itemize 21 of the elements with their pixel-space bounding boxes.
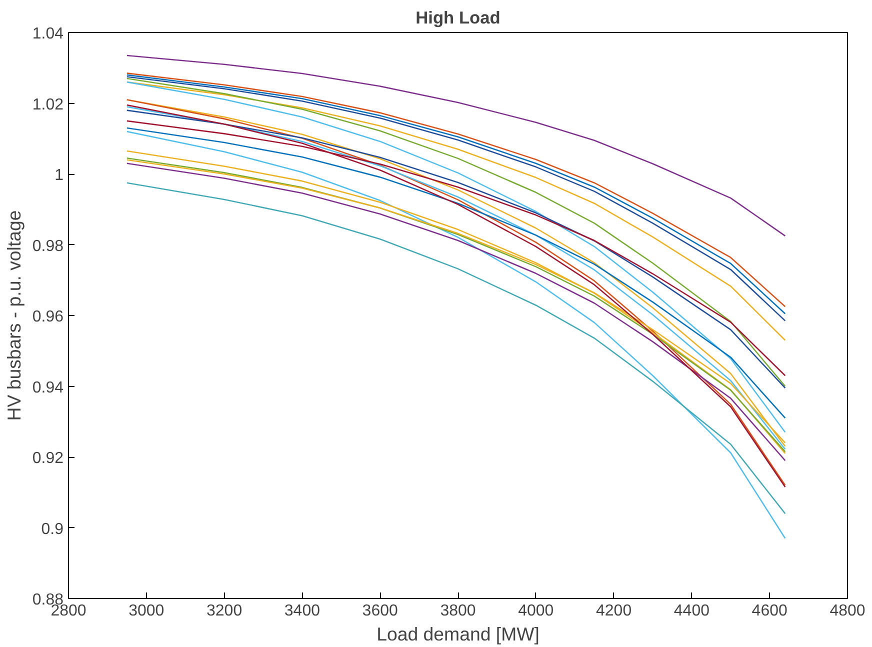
y-tick-label: 0.96 xyxy=(32,308,64,326)
y-tick-label: 1.02 xyxy=(32,96,64,114)
x-tick-label: 4400 xyxy=(674,602,710,620)
x-tick-label: 4800 xyxy=(830,602,866,620)
x-tick-label: 3800 xyxy=(440,602,476,620)
x-axis-title: Load demand [MW] xyxy=(376,624,540,644)
x-tick-label: 3400 xyxy=(284,602,320,620)
y-tick-label: 1.04 xyxy=(32,26,64,42)
y-axis-title: HV busbars - p.u. voltage xyxy=(3,210,24,421)
x-tick-label: 4200 xyxy=(596,602,632,620)
y-tick-label: 0.98 xyxy=(32,238,64,255)
x-tick-label: 4600 xyxy=(752,602,788,620)
x-tick-label: 4000 xyxy=(518,602,554,620)
x-tick-label: 3200 xyxy=(206,602,242,620)
y-tick-label: 0.9 xyxy=(41,520,64,538)
x-tick-label: 3000 xyxy=(128,602,164,620)
y-tick-label: 0.94 xyxy=(32,379,64,396)
chart-title: High Load xyxy=(416,8,500,28)
y-tick-label: 1 xyxy=(54,167,64,184)
y-tick-label: 0.92 xyxy=(32,450,64,467)
x-tick-label: 3600 xyxy=(362,602,398,620)
